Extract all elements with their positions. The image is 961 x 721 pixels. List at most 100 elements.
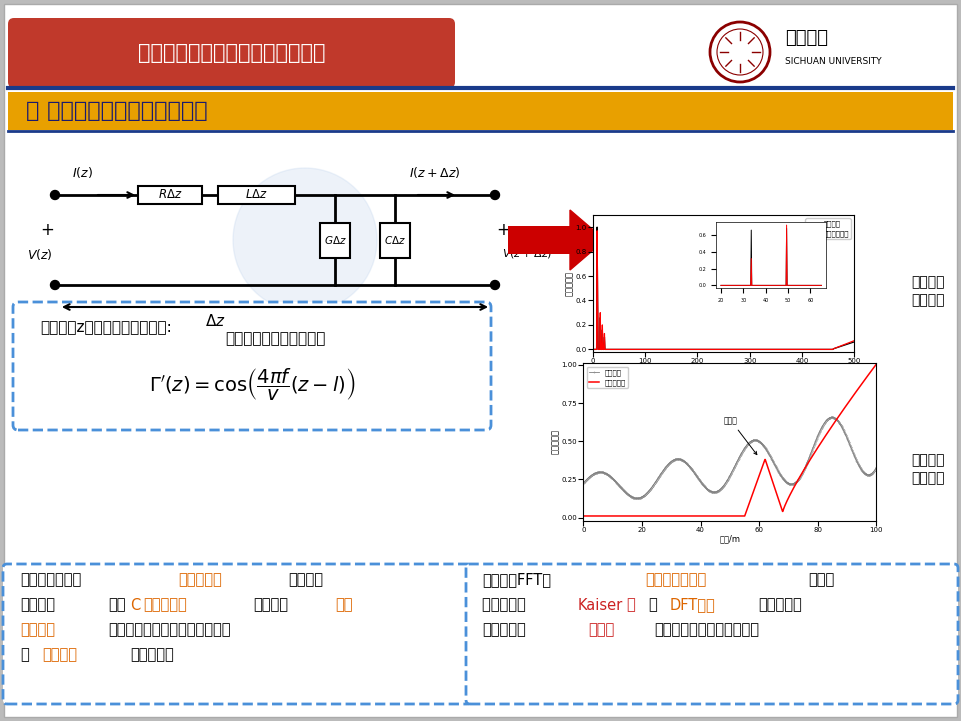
局部缺陷电缆 [713,345,725,354]
X-axis label: 距离/m: 距离/m [720,534,740,543]
Text: 进行处理突出缺陷点位置。: 进行处理突出缺陷点位置。 [654,622,759,637]
X-axis label: 采样点数: 采样点数 [714,366,733,374]
Circle shape [51,190,60,200]
距离窗处理 [806,453,818,461]
Text: 电缆分布参数等效电路图: 电缆分布参数等效电路图 [225,332,325,347]
原始数据 [779,477,791,485]
FancyBboxPatch shape [380,223,410,257]
Text: $\Delta z$: $\Delta z$ [205,313,226,329]
FancyBboxPatch shape [508,226,570,254]
Text: 对: 对 [20,647,29,663]
Text: $G\Delta z$: $G\Delta z$ [324,234,346,246]
Text: ，从而使: ，从而使 [253,598,288,613]
Circle shape [51,280,60,290]
Line: 局部缺陷电缆: 局部缺陷电缆 [593,231,853,350]
局部缺陷电缆 [587,345,599,354]
Text: SICHUAN UNIVERSITY: SICHUAN UNIVERSITY [785,58,881,66]
距离窗处理 [778,502,790,510]
Text: 进行定位。: 进行定位。 [130,647,174,663]
Text: 理，再利用: 理，再利用 [482,622,526,637]
Text: 任意位置z处的反射系数的实部:: 任意位置z处的反射系数的实部: [40,321,172,335]
Text: $R\Delta z$: $R\Delta z$ [158,188,183,201]
局部缺陷电缆 [848,337,859,345]
Text: 当电缆接头出现: 当电缆接头出现 [20,572,82,588]
Text: $I(z)$: $I(z)$ [71,165,92,180]
距离窗处理 [578,512,589,521]
Text: 处理后的: 处理后的 [911,453,945,467]
距离窗处理 [607,512,619,521]
局部缺陷电缆 [711,345,723,354]
Text: +: + [496,221,510,239]
Text: 四川大学: 四川大学 [785,29,828,47]
原始数据 [578,479,589,487]
原始数据 [697,479,708,488]
完好电缆 [711,345,723,354]
完好电缆 [591,223,603,231]
FancyBboxPatch shape [13,302,491,430]
Line: 距离窗处理: 距离窗处理 [583,364,876,516]
原始数据 [812,432,824,441]
FancyBboxPatch shape [320,223,350,257]
Text: 进行数据处: 进行数据处 [758,598,801,613]
Text: $C\Delta z$: $C\Delta z$ [384,234,406,246]
距离窗处理 [696,512,707,521]
完好电缆 [848,337,859,346]
Text: Kaiser: Kaiser [578,598,624,613]
Text: 出现一定的变化，通过算法处理: 出现一定的变化，通过算法处理 [108,622,231,637]
Text: 定位图谱: 定位图谱 [911,293,945,307]
Text: 反射系数: 反射系数 [20,622,55,637]
Circle shape [490,190,500,200]
FancyBboxPatch shape [8,92,953,130]
原始数据 [826,413,838,422]
FancyBboxPatch shape [466,564,958,704]
Text: $V(z)$: $V(z)$ [27,247,53,262]
Text: $V(z+\Delta z)$: $V(z+\Delta z)$ [502,247,553,260]
Line: 原始数据: 原始数据 [583,417,876,498]
原始数据 [607,475,619,484]
Legend: 完好电缆, 局部缺陷电缆: 完好电缆, 局部缺陷电缆 [805,218,850,239]
Text: C: C [130,598,140,613]
Y-axis label: 归一化幅值: 归一化幅值 [565,271,574,296]
完好电缆 [801,345,813,354]
Text: $L\Delta z$: $L\Delta z$ [245,188,268,201]
Text: 会发生变化: 会发生变化 [143,598,186,613]
距离窗处理 [706,512,718,521]
局部缺陷电缆 [842,339,853,348]
Text: +: + [40,221,54,239]
完好电缆 [842,340,853,348]
Text: 的: 的 [648,598,656,613]
Text: 法采用了带: 法采用了带 [482,598,530,613]
Text: 栅栏和旁瓣效应: 栅栏和旁瓣效应 [645,572,706,588]
FancyBboxPatch shape [3,564,471,704]
Legend: 原始数据, 距离窗处理: 原始数据, 距离窗处理 [587,367,628,388]
Text: 处理前的: 处理前的 [911,275,945,289]
局部缺陷电缆 [801,345,813,354]
Text: 口 宽频阻抗谱法缺陷定位原理: 口 宽频阻抗谱法缺陷定位原理 [26,101,208,121]
Circle shape [490,280,500,290]
Y-axis label: 归一化幅值: 归一化幅值 [551,430,560,454]
完好电缆 [728,345,740,354]
Text: 位长度的: 位长度的 [20,598,55,613]
Text: 电缆: 电缆 [335,598,353,613]
Text: 时，其单: 时，其单 [288,572,323,588]
完好电缆 [587,345,599,354]
Text: $I(z+\Delta z)$: $I(z+\Delta z)$ [409,165,460,180]
原始数据 [806,446,818,454]
FancyBboxPatch shape [8,18,455,88]
Text: 为了解决FFT中: 为了解决FFT中 [482,572,551,588]
距离窗处理 [811,444,823,453]
Line: 完好电缆: 完好电缆 [593,227,853,350]
原始数据 [871,463,882,472]
局部缺陷电缆 [591,226,603,235]
Text: 距离窗: 距离窗 [588,622,614,637]
Text: 距离窗: 距离窗 [724,416,757,455]
Text: 受潮等缺陷: 受潮等缺陷 [178,572,222,588]
完好电缆 [713,345,725,354]
Text: 定位图谱: 定位图谱 [911,471,945,485]
Text: 基于宽频阻抗的电缆缺陷定位技术: 基于宽频阻抗的电缆缺陷定位技术 [138,43,326,63]
原始数据 [707,487,719,496]
Polygon shape [570,210,605,270]
完好电缆 [743,345,754,354]
Text: 窗: 窗 [626,598,635,613]
FancyBboxPatch shape [218,186,295,204]
